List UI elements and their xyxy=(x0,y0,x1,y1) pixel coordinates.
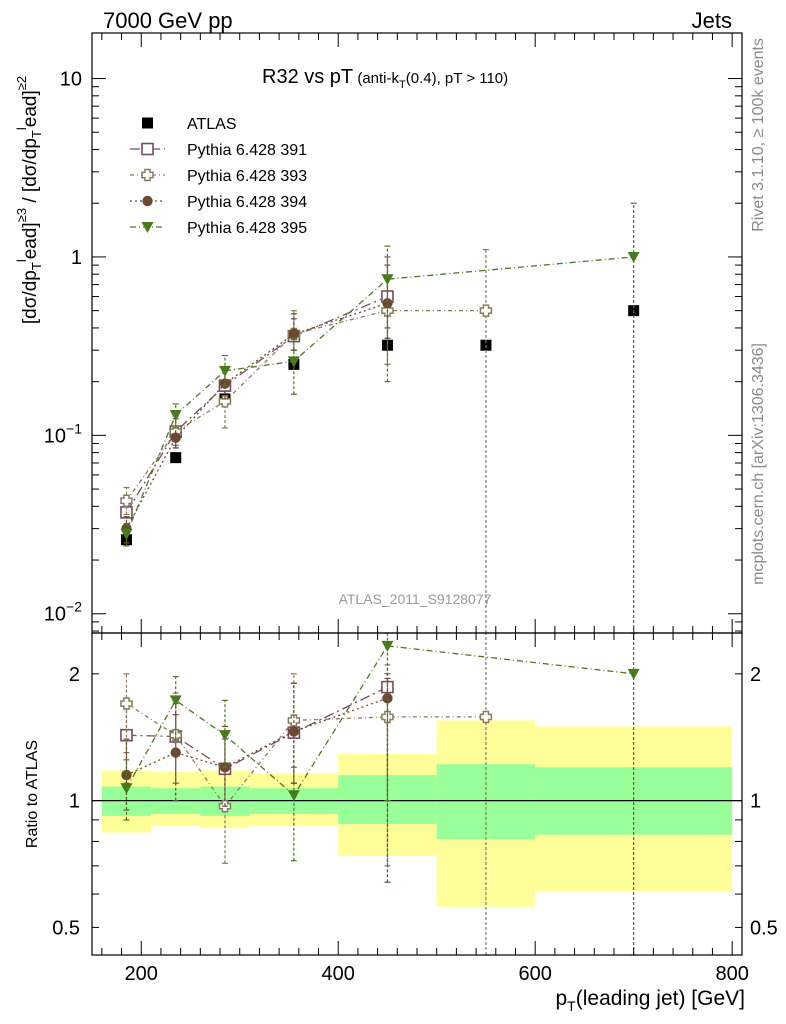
data-point xyxy=(120,783,133,795)
data-point xyxy=(288,328,300,340)
legend-label: Pythia 6.428 391 xyxy=(187,142,307,159)
data-point xyxy=(169,695,182,707)
data-point xyxy=(382,298,393,309)
main-ytick-label: 10−2 xyxy=(44,599,82,626)
data-point xyxy=(170,747,181,758)
header-left: 7000 GeV pp xyxy=(103,8,233,33)
main-ytick-label: 1 xyxy=(71,247,82,269)
legend-marker xyxy=(142,195,153,207)
xlabel: pT(leading jet) [GeV] xyxy=(555,987,745,1014)
main-ytick-label: 10−1 xyxy=(44,420,82,447)
watermark-label: ATLAS_2011_S9128077 xyxy=(339,591,492,607)
ratio-ytick-label-right: 2 xyxy=(750,664,761,686)
legend-label: Pythia 6.428 394 xyxy=(187,194,307,211)
data-point xyxy=(120,528,133,540)
data-point xyxy=(479,304,493,317)
legend-marker xyxy=(141,222,154,233)
data-point xyxy=(120,697,133,710)
main-ytick-label: 10 xyxy=(60,69,82,91)
stat-uncertainty-band xyxy=(436,764,536,840)
data-point xyxy=(170,432,181,443)
xtick-label: 400 xyxy=(322,963,355,985)
ratio-ytick-label: 2 xyxy=(69,664,80,686)
data-point xyxy=(287,356,300,368)
ratio-ytick-label-right: 1 xyxy=(750,791,761,813)
mcplots-label: mcplots.cern.ch [arXiv:1306.3436] xyxy=(750,343,767,585)
data-point xyxy=(120,494,133,507)
xtick-label: 600 xyxy=(518,963,551,985)
data-point xyxy=(288,726,300,737)
xtick-label: 200 xyxy=(125,963,158,985)
legend-label: ATLAS xyxy=(187,116,237,133)
series-line xyxy=(125,309,486,502)
series-line xyxy=(125,302,388,529)
ratio-ytick-label: 1 xyxy=(69,791,80,813)
data-point xyxy=(627,668,640,680)
data-point xyxy=(287,790,300,802)
main-panel: 10−2 10−1 1 10 R32 vs pT (anti-kT(0.4), pT >… xyxy=(14,32,743,634)
data-point xyxy=(627,251,640,263)
legend-marker xyxy=(141,168,154,182)
data-point xyxy=(479,710,493,724)
ratio-ytick-label: 0.5 xyxy=(52,917,80,939)
main-ylabel: [dσ/dpTlead]≥3 / [dσ/dpTlead]≥2 xyxy=(14,76,44,324)
series-line xyxy=(126,702,486,808)
ratio-panel: 0.5 0.5 1 1 2 2 200 400 600 800 Ratio to ATLAS pT(l… xyxy=(24,632,778,1014)
ratio-ytick-label-right: 0.5 xyxy=(750,917,778,939)
legend-marker xyxy=(142,117,153,129)
legend-label: Pythia 6.428 393 xyxy=(187,168,307,185)
data-point xyxy=(381,640,394,652)
data-point xyxy=(218,730,231,742)
data-point xyxy=(170,452,182,464)
header-right: Jets xyxy=(692,8,732,33)
xtick-label: 800 xyxy=(715,963,748,985)
data-point xyxy=(218,365,231,377)
data-point xyxy=(121,769,132,781)
legend-marker xyxy=(141,142,154,156)
chart-title: R32 vs pT (anti-kT(0.4), pT > 110) xyxy=(262,66,508,91)
data-point xyxy=(169,410,182,422)
series-line xyxy=(125,645,634,797)
series-line xyxy=(125,256,634,535)
series-line xyxy=(125,295,388,513)
data-point xyxy=(381,274,394,286)
ratio-ylabel: Ratio to ATLAS xyxy=(24,740,41,848)
rivet-label: Rivet 3.1.10, ≥ 100k events xyxy=(750,38,767,232)
legend-label: Pythia 6.428 395 xyxy=(187,220,307,237)
